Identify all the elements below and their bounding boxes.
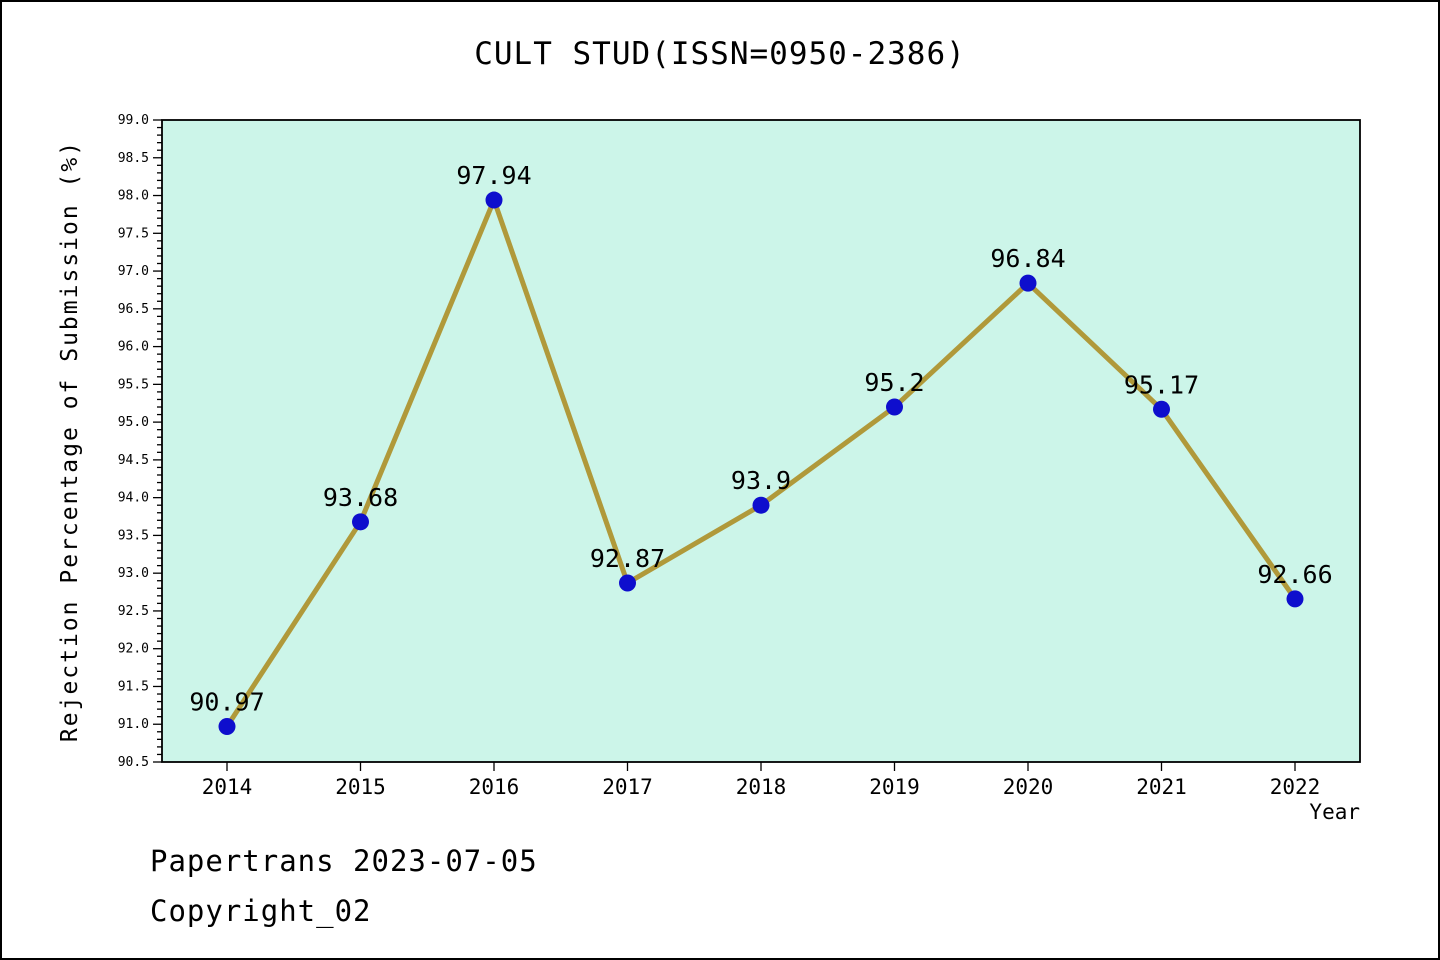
x-tick-label: 2021	[1136, 775, 1187, 799]
data-point-label: 92.87	[590, 544, 665, 573]
data-point	[1019, 274, 1037, 292]
chart-title: CULT STUD(ISSN=0950-2386)	[474, 36, 966, 72]
y-tick-label: 91.0	[118, 717, 149, 732]
x-tick-label: 2022	[1270, 775, 1321, 799]
y-tick-label: 90.5	[118, 755, 149, 770]
data-point-label: 93.9	[731, 466, 791, 495]
x-axis-title: Year	[1309, 800, 1360, 824]
y-tick-label: 96.5	[118, 302, 149, 317]
data-point	[485, 191, 503, 209]
y-tick-label: 93.0	[118, 566, 149, 581]
x-tick-label: 2017	[602, 775, 653, 799]
data-point-label: 95.17	[1124, 370, 1199, 399]
footer-copyright-line: Copyright_02	[150, 894, 372, 928]
x-tick-label: 2015	[335, 775, 386, 799]
data-point-label: 92.66	[1257, 560, 1332, 589]
x-tick-label: 2016	[469, 775, 520, 799]
y-tick-label: 95.5	[118, 377, 149, 392]
data-point	[886, 398, 903, 416]
data-point	[352, 513, 369, 531]
data-point	[619, 574, 636, 592]
y-tick-label: 94.0	[118, 491, 149, 506]
y-axis-title: Rejection Percentage of Submission (%)	[57, 140, 83, 742]
y-tick-label: 98.5	[118, 151, 149, 166]
footer: Papertrans 2023-07-05 Copyright_02	[150, 836, 538, 936]
plot-area	[161, 119, 1361, 763]
footer-source-line: Papertrans 2023-07-05	[150, 844, 538, 878]
y-tick-label: 94.5	[118, 453, 149, 468]
data-point	[218, 718, 236, 736]
x-tick-label: 2014	[202, 775, 253, 799]
y-tick-label: 97.5	[118, 226, 149, 241]
data-point-label: 90.97	[189, 688, 264, 717]
y-tick-label: 92.0	[118, 642, 149, 657]
data-point-label: 97.94	[456, 161, 531, 190]
data-point	[752, 496, 770, 514]
y-tick-label: 93.5	[118, 528, 149, 543]
y-tick-label: 98.0	[118, 189, 149, 204]
y-tick-label: 91.5	[118, 679, 149, 694]
y-tick-label: 92.5	[118, 604, 149, 619]
data-point	[1286, 590, 1304, 608]
data-point-label: 95.2	[864, 368, 924, 397]
x-tick-label: 2019	[869, 775, 920, 799]
data-point-label: 93.68	[323, 483, 398, 512]
x-tick-label: 2018	[736, 775, 787, 799]
data-point	[1153, 400, 1170, 418]
y-tick-label: 95.0	[118, 415, 149, 430]
y-tick-label: 99.0	[118, 113, 149, 128]
x-tick-label: 2020	[1003, 775, 1054, 799]
y-tick-label: 96.0	[118, 340, 149, 355]
data-point-label: 96.84	[990, 244, 1065, 273]
y-tick-label: 97.0	[118, 264, 149, 279]
